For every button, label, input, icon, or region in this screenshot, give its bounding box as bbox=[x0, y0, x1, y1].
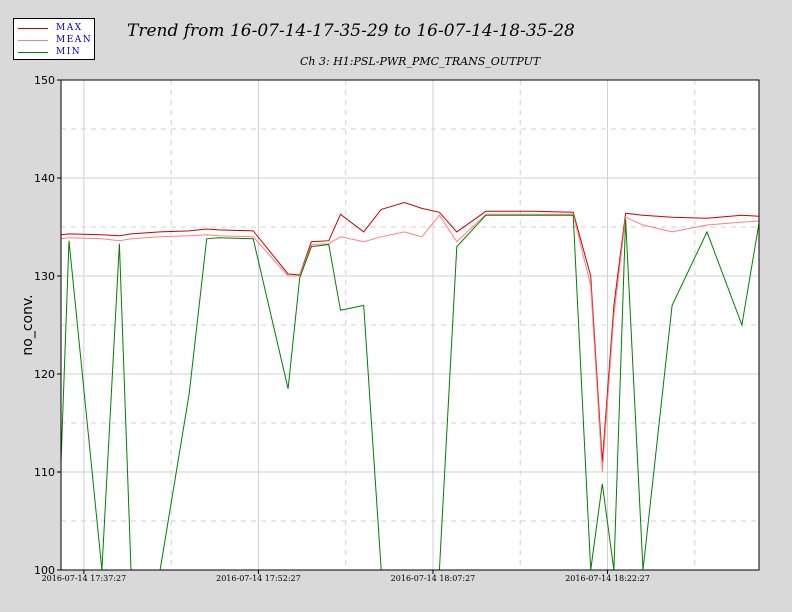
legend-item-mean: MEAN bbox=[18, 34, 94, 46]
chart-title: Trend from 16-07-14-17-35-29 to 16-07-14… bbox=[127, 21, 575, 41]
legend-swatch-min bbox=[18, 52, 48, 53]
legend-item-max: MAX bbox=[18, 22, 94, 34]
y-tick-label: 120 bbox=[34, 368, 55, 381]
y-tick-label: 150 bbox=[34, 74, 55, 87]
plot-frame bbox=[60, 79, 760, 571]
y-tick-label: 110 bbox=[34, 466, 55, 479]
x-tick-label: 2016-07-14 17:52:27 bbox=[216, 574, 301, 583]
legend-label-min: MIN bbox=[56, 47, 82, 57]
x-tick-label: 2016-07-14 18:22:27 bbox=[565, 574, 650, 583]
series-line-max bbox=[60, 201, 760, 463]
y-tick-label: 130 bbox=[34, 270, 55, 283]
legend-item-min: MIN bbox=[18, 46, 94, 58]
chart-subtitle: Ch 3: H1:PSL-PWR_PMC_TRANS_OUTPUT bbox=[300, 55, 541, 68]
series-line-mean bbox=[60, 213, 760, 473]
x-tick-label: 2016-07-14 17:37:27 bbox=[42, 574, 127, 583]
legend-label-mean: MEAN bbox=[56, 35, 93, 45]
y-tick-label: 100 bbox=[34, 564, 55, 577]
x-tick-label: 2016-07-14 18:07:27 bbox=[391, 574, 476, 583]
legend-swatch-max bbox=[18, 28, 48, 29]
legend-box: MAX MEAN MIN bbox=[13, 18, 95, 60]
legend-label-max: MAX bbox=[56, 23, 83, 33]
y-tick-label: 140 bbox=[34, 172, 55, 185]
legend-swatch-mean bbox=[18, 40, 48, 41]
